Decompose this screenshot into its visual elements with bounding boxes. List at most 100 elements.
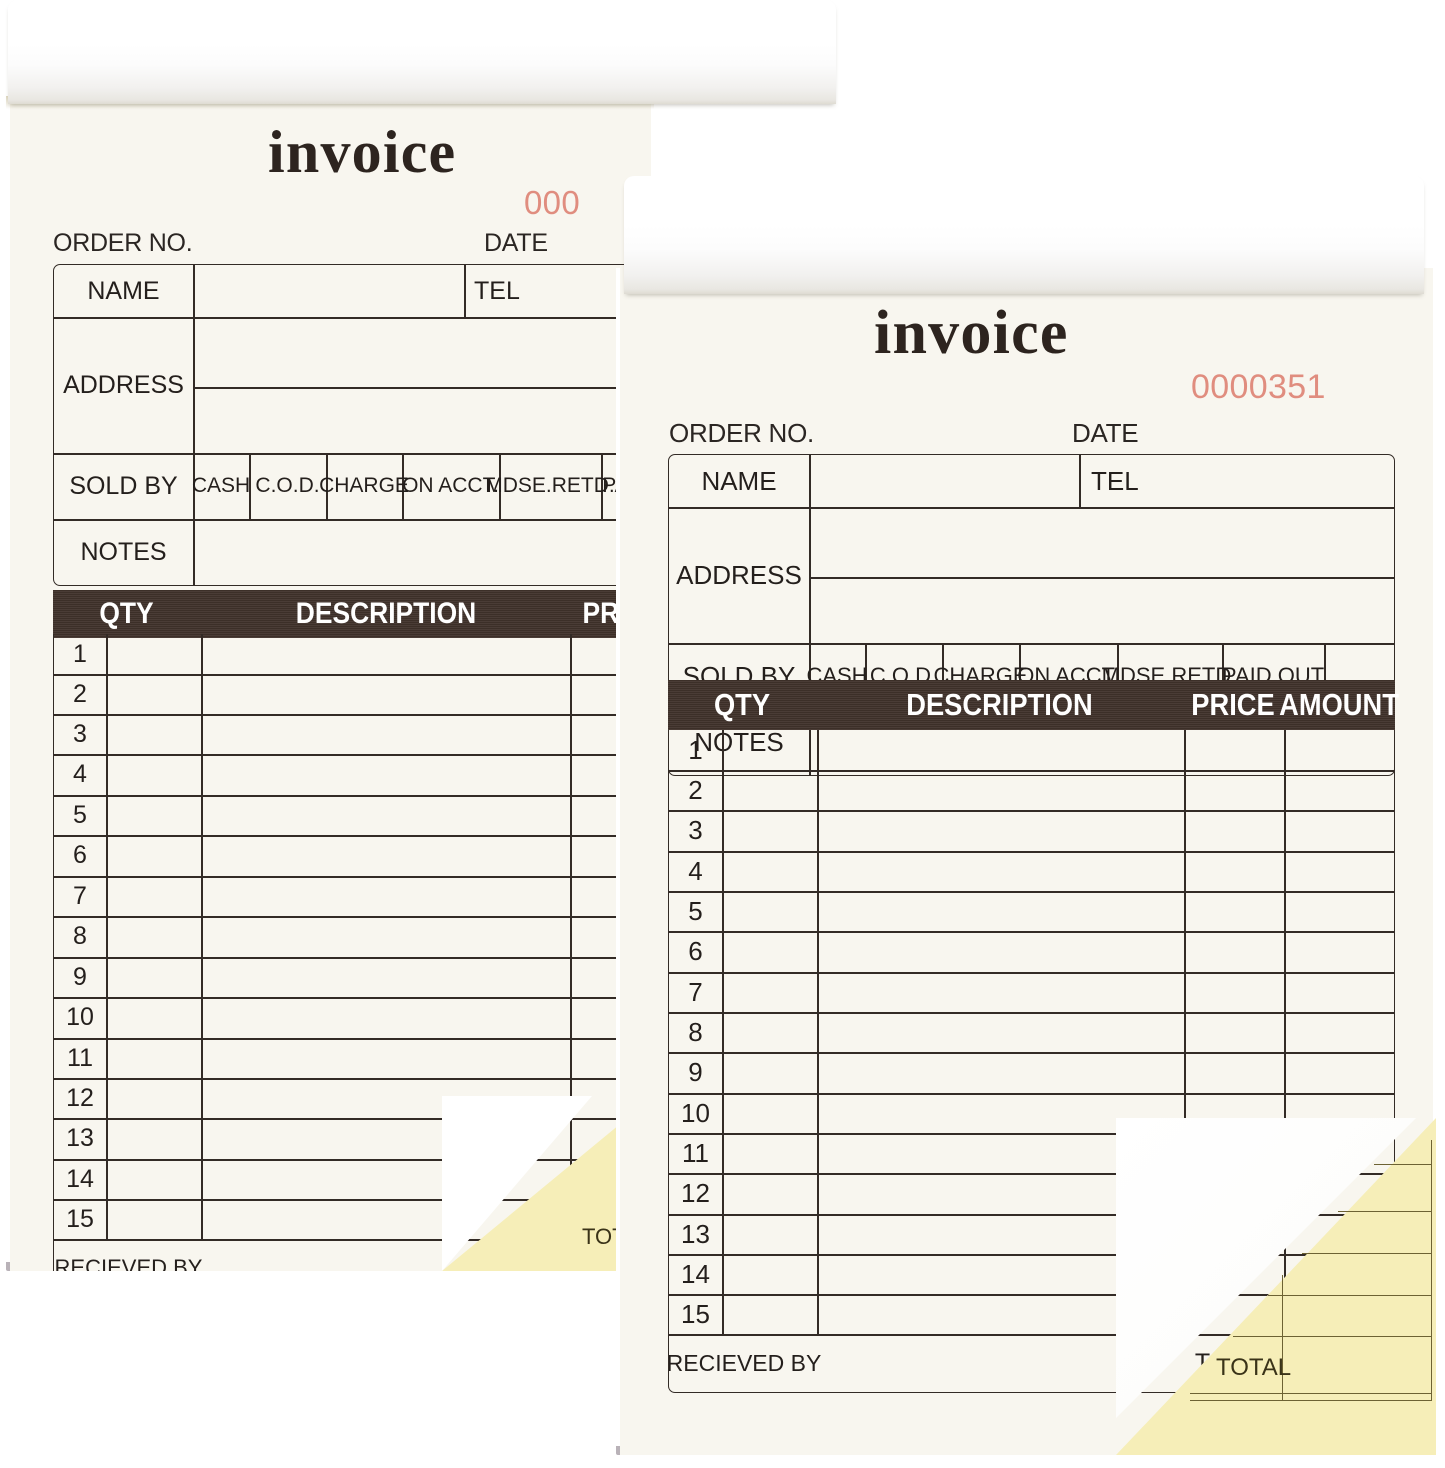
rule (54, 957, 644, 959)
address-label-front: ADDRESS (676, 559, 802, 590)
payment-cell-cash-back[interactable]: CASH (191, 474, 251, 497)
row-number: 6 (73, 841, 87, 869)
rule (106, 634, 108, 1239)
carbon-rule (1190, 1393, 1432, 1395)
rule (193, 387, 644, 389)
row-number: 9 (73, 962, 87, 991)
invoice-pad-back[interactable]: invoice 000 ORDER NO. DATE NAME TEL ADDR… (6, 96, 654, 1271)
order-no-label-front: ORDER NO. (669, 418, 815, 448)
carbon-rule (1268, 1295, 1432, 1297)
rule (54, 714, 644, 716)
row-number: 12 (681, 1178, 710, 1208)
rule (54, 317, 644, 319)
rule (601, 453, 603, 519)
row-number: 9 (688, 1057, 703, 1087)
invoice-pad-front[interactable]: invoice 0000351 ORDER NO. DATE NAME TEL (616, 268, 1436, 1455)
rule (54, 1199, 644, 1201)
date-label-front: DATE (1072, 418, 1139, 448)
rule (669, 1214, 1394, 1216)
row-number: 15 (66, 1204, 94, 1233)
payment-cell-mdse-retd-back[interactable]: MDSE.RETD. (485, 474, 615, 497)
row-number: 14 (66, 1164, 94, 1193)
invoice-title-front: invoice (874, 299, 1069, 367)
tel-label-back: TEL (474, 276, 520, 305)
rule (1184, 730, 1186, 1334)
carbon-rule (1374, 1164, 1432, 1166)
row-number: 7 (73, 881, 87, 910)
table-header-qty-back: QTY (99, 597, 154, 630)
rule (1284, 730, 1286, 1334)
rule (669, 1254, 1394, 1256)
carbon-rule (1431, 1140, 1433, 1400)
rule (326, 453, 328, 519)
row-number: 10 (681, 1097, 710, 1128)
payment-cell-on-acct-back[interactable]: ON ACCT. (402, 474, 499, 497)
rule (54, 997, 644, 999)
name-label-front: NAME (701, 465, 777, 496)
rule (402, 453, 404, 519)
row-number: 5 (73, 800, 87, 829)
tel-label-front: TEL (1091, 465, 1139, 496)
cover-sheet-flap-front[interactable] (624, 176, 1424, 294)
rule (669, 1052, 1394, 1054)
row-number: 1 (688, 734, 703, 765)
rule (669, 851, 1394, 853)
table-header-qty-front: QTY (713, 687, 771, 722)
row-number: 13 (66, 1124, 94, 1152)
rule (54, 1118, 644, 1120)
sold-by-label-back: SOLD BY (69, 471, 178, 500)
rule (464, 265, 466, 317)
row-number: 4 (688, 855, 703, 886)
rule (54, 795, 644, 797)
row-number: 2 (688, 774, 703, 805)
rule (1019, 643, 1021, 709)
row-number: 14 (681, 1258, 710, 1289)
rule (669, 891, 1394, 893)
customer-info-box-back: NAME TEL ADDRESS SOLD BY NOTES CASH C.O.… (53, 264, 645, 586)
row-number: 12 (66, 1083, 94, 1112)
payment-cell-cod-back[interactable]: C.O.D. (255, 474, 320, 497)
address-label-back: ADDRESS (63, 370, 184, 399)
rule (669, 1334, 1394, 1336)
cover-sheet-flap-back[interactable] (8, 0, 836, 104)
carbon-copy-sheet-front: TOTAL (1116, 1118, 1436, 1455)
table-header-description-back: DESCRIPTION (295, 597, 477, 630)
invoice-title-back: invoice (268, 119, 457, 185)
carbon-rule (1233, 1336, 1432, 1338)
rule (54, 835, 644, 837)
table-header-price-front: PRICE (1191, 687, 1275, 722)
rule (669, 507, 1394, 509)
rule (669, 1133, 1394, 1135)
rule (1324, 643, 1326, 709)
notes-label-front: NOTES (694, 726, 784, 757)
rule (1222, 643, 1224, 709)
row-number: 6 (688, 936, 703, 966)
rule (499, 453, 501, 519)
rule (942, 643, 944, 709)
rule (249, 453, 251, 519)
table-header-description-front: DESCRIPTION (906, 687, 1093, 722)
name-label-back: NAME (87, 276, 160, 305)
rule (669, 643, 1394, 645)
rule (193, 265, 195, 585)
table-header-band-back (53, 590, 645, 638)
rule (669, 931, 1394, 933)
row-number: 3 (688, 815, 703, 845)
rule (201, 634, 203, 1239)
notes-label-back: NOTES (80, 537, 167, 566)
order-no-label-back: ORDER NO. (53, 229, 193, 257)
rule (669, 810, 1394, 812)
rule (54, 453, 644, 455)
row-number: 3 (73, 719, 87, 748)
payment-cell-charge-back[interactable]: CHARGE (319, 474, 409, 497)
rule (669, 770, 1394, 772)
carbon-rule (1190, 1400, 1432, 1402)
table-header-amount-front: AMOUNT (1279, 687, 1399, 722)
pad-top-sheet-back (10, 96, 651, 1271)
total-label-carbon-front: TOTAL (1216, 1354, 1292, 1381)
rule (669, 1294, 1394, 1296)
row-number: 11 (682, 1137, 709, 1168)
rule (669, 1012, 1394, 1014)
rule (54, 1239, 644, 1241)
